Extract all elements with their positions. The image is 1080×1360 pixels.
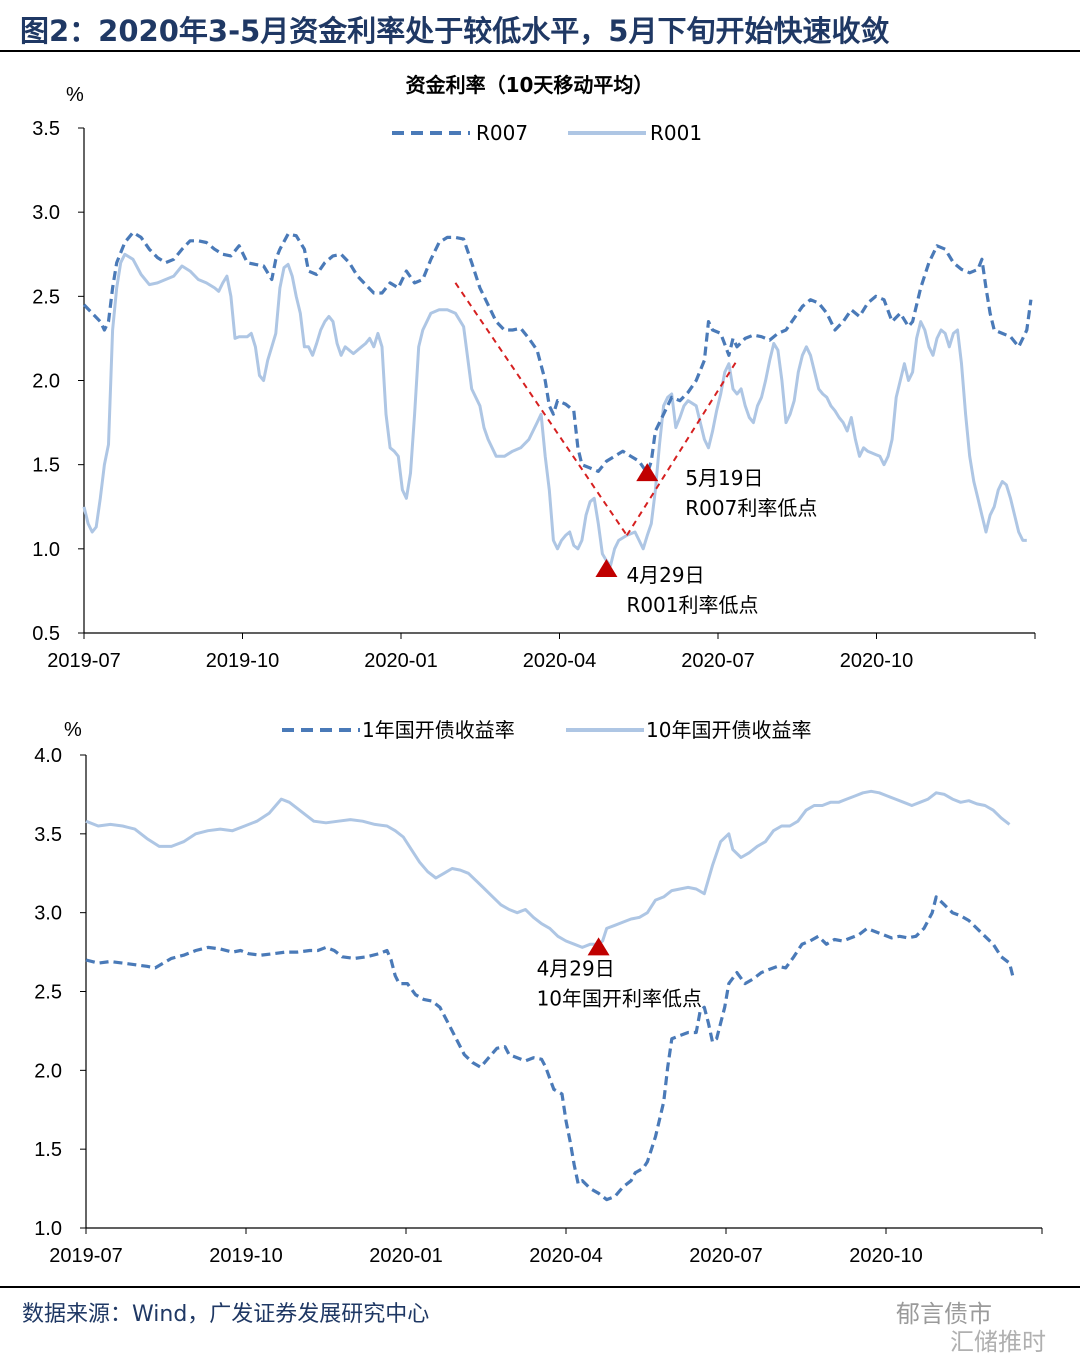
chart-1: 资金利率（10天移动平均）% 3.5 3.0 2.5 2.0 1.5 1.0 0.5 2019-… xyxy=(32,73,1036,672)
y-tick-label: 1.5 xyxy=(34,1139,62,1161)
x-tick-label: 2020-10 xyxy=(840,650,913,672)
y-tick-label: 2.0 xyxy=(32,371,60,393)
x-tick-label: 2019-10 xyxy=(209,1245,282,1267)
y-tick-label: 3.0 xyxy=(34,903,62,925)
top-rule xyxy=(0,50,1080,52)
legend-label: R007 xyxy=(476,121,528,145)
x-tick-label: 2019-07 xyxy=(49,1245,122,1267)
x-tick-label: 2019-07 xyxy=(47,650,120,672)
y-tick-label: 2.5 xyxy=(32,286,60,308)
y-tick-label: 3.5 xyxy=(34,824,62,846)
y-tick-label: 2.5 xyxy=(34,982,62,1004)
legend-label: R001 xyxy=(650,121,702,145)
legend-label: 1年国开债收益率 xyxy=(362,718,515,742)
y-tick-label: 1.0 xyxy=(34,1218,62,1240)
annotation-label: 5月19日 xyxy=(685,466,763,490)
x-tick-label: 2019-10 xyxy=(206,650,279,672)
low-point-marker xyxy=(587,937,610,956)
y-tick-label: 4.0 xyxy=(34,745,62,767)
y-tick-label: 0.5 xyxy=(32,623,60,645)
trend-line xyxy=(625,359,738,536)
annotation-label: 10年国开利率低点 xyxy=(537,986,702,1010)
series-line-dashed xyxy=(82,230,1033,475)
watermark: 郁言债市 xyxy=(896,1300,992,1328)
legend-label: 10年国开债收益率 xyxy=(646,718,811,742)
x-tick-label: 2020-04 xyxy=(523,650,596,672)
x-tick-label: 2020-04 xyxy=(529,1245,602,1267)
annotation-label: R007利率低点 xyxy=(685,496,817,520)
annotation-label: R001利率低点 xyxy=(626,593,758,617)
watermark-secondary: 汇储推时 xyxy=(950,1328,1046,1356)
series-line-solid xyxy=(85,789,1011,949)
series-line-dashed xyxy=(85,895,1016,1202)
x-tick-label: 2020-01 xyxy=(364,650,437,672)
series-line-solid xyxy=(82,252,1027,568)
y-tick-label: 3.0 xyxy=(32,202,60,224)
annotation-label: 4月29日 xyxy=(537,956,615,980)
source-note: 数据来源：Wind，广发证券发展研究中心 xyxy=(22,1302,430,1327)
chart-2: %4.0 3.5 3.0 2.5 2.0 1.5 1.0 2019-07 2019-10 2020… xyxy=(34,718,1043,1267)
y-tick-label: 2.0 xyxy=(34,1060,62,1082)
y-tick-label: 1.0 xyxy=(32,539,60,561)
x-tick-label: 2020-07 xyxy=(681,650,754,672)
figure-title: 图2：2020年3-5月资金利率处于较低水平，5月下旬开始快速收敛 xyxy=(20,14,890,48)
low-point-marker xyxy=(636,463,659,482)
trend-line xyxy=(454,282,628,536)
y-axis-unit: % xyxy=(66,84,84,106)
annotation-label: 4月29日 xyxy=(626,563,704,587)
chart-title: 资金利率（10天移动平均） xyxy=(406,73,654,97)
x-tick-label: 2020-10 xyxy=(849,1245,922,1267)
y-tick-label: 3.5 xyxy=(32,118,60,140)
x-tick-label: 2020-01 xyxy=(369,1245,442,1267)
low-point-marker xyxy=(595,559,618,578)
x-tick-label: 2020-07 xyxy=(689,1245,762,1267)
y-axis-unit: % xyxy=(64,719,82,741)
y-tick-label: 1.5 xyxy=(32,455,60,477)
bottom-rule xyxy=(0,1286,1080,1288)
